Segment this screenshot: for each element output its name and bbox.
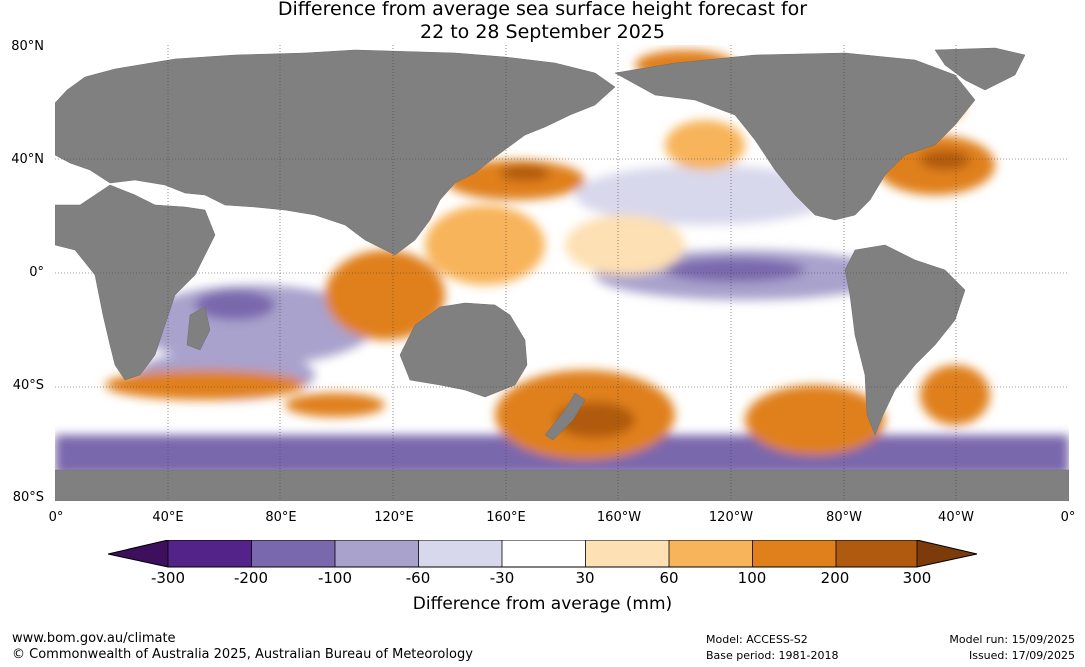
south-atlantic-positive bbox=[920, 365, 990, 425]
colorbar-seg-6 bbox=[585, 540, 669, 567]
lon-label-0-east: 0° bbox=[1060, 510, 1076, 525]
graticule bbox=[55, 45, 1069, 501]
colorbar-arrow-high bbox=[917, 540, 977, 567]
lon-label-160e: 160°E bbox=[486, 510, 526, 525]
land-greenland bbox=[934, 47, 1026, 91]
land-south-america bbox=[844, 244, 966, 436]
central-pacific-light bbox=[565, 215, 685, 275]
land-north-america bbox=[614, 52, 976, 221]
land-masses bbox=[55, 47, 1069, 501]
land-africa bbox=[55, 184, 216, 381]
lat-label-40s: 40°S bbox=[12, 378, 44, 393]
colorbar-tick-label: -60 bbox=[405, 569, 431, 587]
colorbar-seg-1 bbox=[168, 540, 252, 567]
lat-label-0: 0° bbox=[29, 265, 44, 280]
lon-label-120w: 120°W bbox=[708, 510, 754, 525]
land-australia bbox=[399, 302, 528, 398]
colorbar-tick-label: -300 bbox=[150, 569, 186, 587]
footer-website: www.bom.gov.au/climate bbox=[12, 631, 176, 646]
colorbar-seg-9 bbox=[836, 540, 917, 567]
footer-model-run: Model run: 15/09/2025 bbox=[949, 633, 1075, 646]
colorbar-title: Difference from average (mm) bbox=[412, 594, 673, 614]
land-new-zealand bbox=[544, 392, 586, 441]
colorbar-seg-5 bbox=[502, 540, 586, 567]
map-title-line1: Difference from average sea surface heig… bbox=[277, 0, 808, 20]
west-pacific-positive bbox=[425, 205, 545, 285]
colorbar-seg-4 bbox=[418, 540, 502, 567]
land-madagascar bbox=[186, 306, 211, 351]
lat-label-80n: 80°N bbox=[11, 39, 44, 54]
north-pacific-neg bbox=[575, 165, 835, 225]
footer-base-period: Base period: 1981-2018 bbox=[706, 649, 839, 662]
gulf-stream-core bbox=[920, 150, 970, 170]
footer-model: Model: ACCESS-S2 bbox=[706, 633, 808, 646]
equatorial-pacific-neg-core bbox=[665, 258, 805, 282]
lat-label-40n: 40°N bbox=[11, 152, 44, 167]
colorbar-tick-label: -200 bbox=[233, 569, 269, 587]
south-indian-positive bbox=[285, 393, 385, 417]
kuroshio-core bbox=[500, 165, 550, 181]
indonesia-positive bbox=[325, 250, 445, 340]
footer-copyright: © Commonwealth of Australia 2025, Austra… bbox=[12, 647, 473, 662]
lon-label-120e: 120°E bbox=[374, 510, 414, 525]
land-europe-asia bbox=[55, 49, 616, 256]
lon-label-80w: 80°W bbox=[826, 510, 862, 525]
colorbar-tick-label: 100 bbox=[737, 569, 767, 587]
colorbar-tick-label: -30 bbox=[489, 569, 515, 587]
indian-ocean-neg-core bbox=[195, 290, 275, 320]
colorbar-tick-label: 300 bbox=[902, 569, 932, 587]
colorbar-seg-2 bbox=[251, 540, 335, 567]
colorbar-tick-label: 200 bbox=[820, 569, 850, 587]
lon-label-40w: 40°W bbox=[938, 510, 974, 525]
colorbar-seg-8 bbox=[752, 540, 836, 567]
lon-label-0-west: 0° bbox=[48, 510, 64, 525]
colorbar-arrow-low bbox=[108, 540, 168, 567]
lon-label-40e: 40°E bbox=[152, 510, 184, 525]
sea-surface-height-map bbox=[55, 45, 1069, 501]
colorbar-seg-7 bbox=[669, 540, 753, 567]
lat-label-80s: 80°S bbox=[12, 490, 44, 505]
colorbar-seg-3 bbox=[335, 540, 419, 567]
agulhas-positive bbox=[105, 370, 305, 400]
southeast-pacific-positive bbox=[745, 385, 885, 455]
northeast-pacific-positive bbox=[665, 120, 745, 170]
land-antarctica bbox=[55, 469, 1069, 501]
colorbar-tick-label: 60 bbox=[659, 569, 679, 587]
colorbar-tick-label: -100 bbox=[317, 569, 353, 587]
colorbar bbox=[108, 540, 978, 568]
lon-label-80e: 80°E bbox=[265, 510, 297, 525]
southern-ocean-lower bbox=[55, 453, 1069, 473]
lon-label-160w: 160°W bbox=[596, 510, 642, 525]
colorbar-tick-label: 30 bbox=[575, 569, 595, 587]
footer-issued: Issued: 17/09/2025 bbox=[968, 649, 1075, 662]
map-title-line2: 22 to 28 September 2025 bbox=[420, 21, 665, 43]
